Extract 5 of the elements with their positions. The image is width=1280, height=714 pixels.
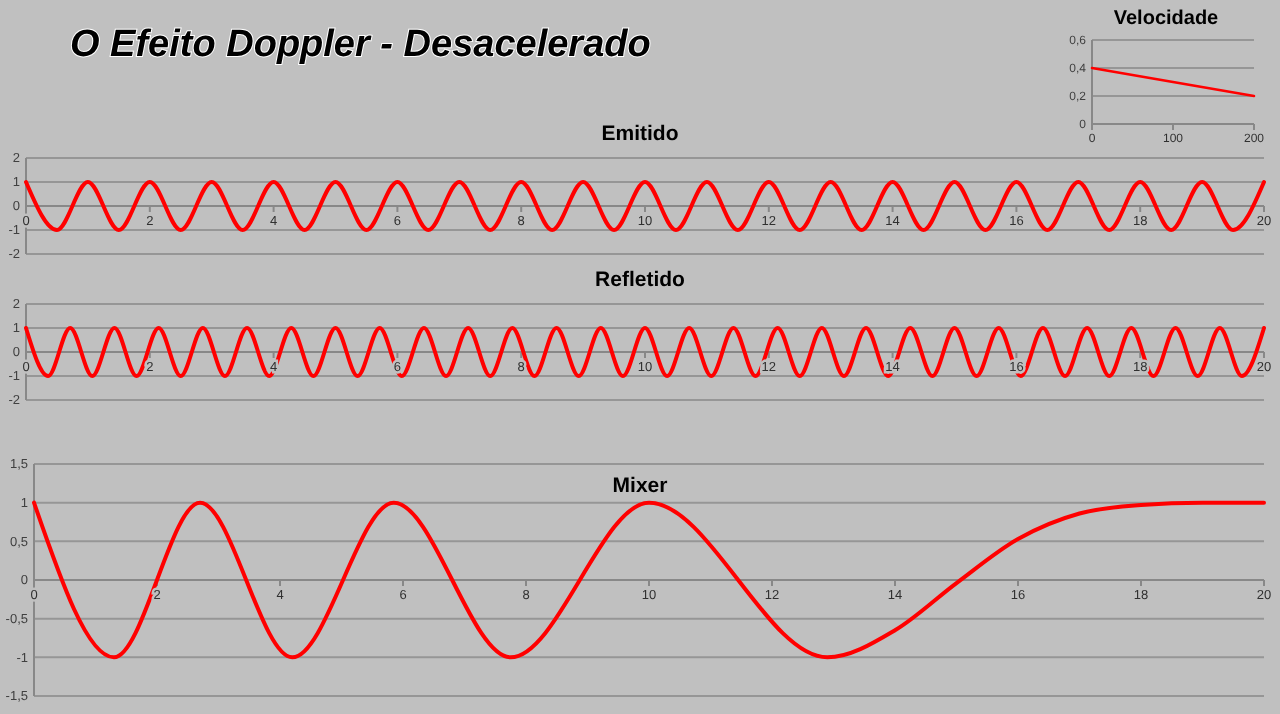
chart-title: Velocidade (1113, 8, 1220, 30)
text: O Efeito Doppler - Desacelerado (70, 24, 651, 66)
text: Mixer (612, 474, 668, 498)
chart-title: Emitido (601, 122, 679, 146)
chart-title: Refletido (595, 268, 685, 292)
